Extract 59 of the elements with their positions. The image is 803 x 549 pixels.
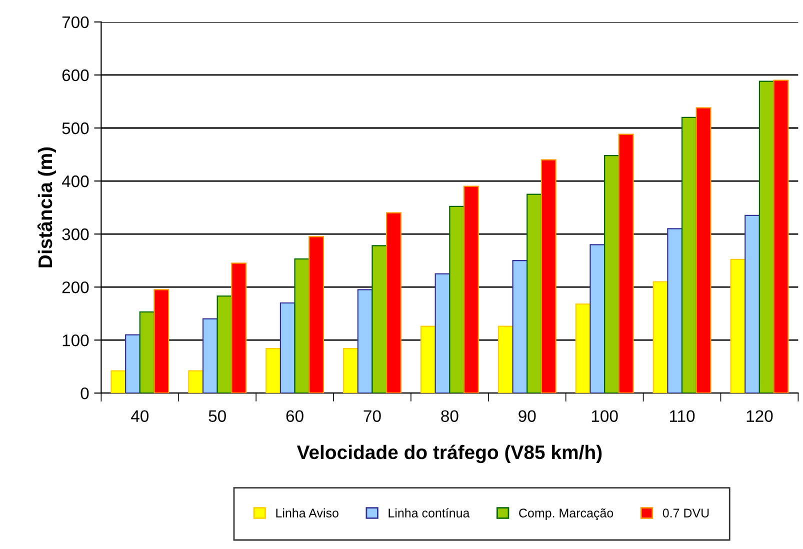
bar bbox=[308, 236, 324, 394]
bar bbox=[667, 228, 683, 394]
x-tick-label: 120 bbox=[746, 410, 773, 422]
x-tick-label: 100 bbox=[592, 410, 618, 422]
bar bbox=[604, 155, 620, 394]
bar bbox=[744, 214, 760, 394]
x-tick-label: 90 bbox=[518, 410, 536, 422]
bar bbox=[294, 258, 310, 394]
y-axis-title: Distância (m) bbox=[37, 147, 56, 268]
bar bbox=[266, 348, 282, 394]
bar bbox=[372, 245, 388, 394]
bar bbox=[343, 348, 358, 394]
bar bbox=[216, 296, 232, 394]
bar bbox=[526, 194, 542, 394]
y-tick-label: 500 bbox=[62, 122, 89, 134]
bar bbox=[231, 262, 247, 394]
bar bbox=[434, 273, 450, 394]
legend-label: Linha Aviso bbox=[276, 508, 338, 518]
y-tick-label: 400 bbox=[62, 175, 89, 188]
bar bbox=[652, 281, 668, 394]
bar bbox=[110, 370, 126, 394]
x-tick-label: 70 bbox=[364, 410, 381, 422]
x-axis-title: Velocidade do tráfego (V85 km/h) bbox=[296, 444, 602, 464]
y-tick-label: 0 bbox=[80, 387, 89, 400]
bar bbox=[449, 206, 465, 394]
y-tick-label: 200 bbox=[62, 281, 89, 294]
bar bbox=[498, 326, 514, 394]
bar bbox=[154, 289, 170, 394]
legend-label: Linha contínua bbox=[388, 508, 470, 518]
bar bbox=[730, 258, 746, 394]
x-tick-label: 60 bbox=[286, 410, 304, 422]
y-tick-label: 600 bbox=[62, 69, 89, 82]
x-tick-label: 80 bbox=[441, 410, 458, 422]
bar bbox=[618, 134, 634, 394]
bar bbox=[386, 212, 402, 394]
bar bbox=[681, 116, 697, 394]
bar bbox=[139, 311, 155, 394]
bar bbox=[357, 289, 373, 394]
bar bbox=[420, 326, 436, 394]
bar bbox=[575, 303, 591, 394]
legend-label: Comp. Marcação bbox=[519, 508, 614, 520]
bar bbox=[696, 107, 712, 394]
bar bbox=[188, 370, 204, 394]
bar bbox=[463, 186, 479, 394]
x-tick-label: 50 bbox=[208, 410, 226, 422]
x-tick-label: 110 bbox=[670, 410, 695, 422]
y-tick-label: 700 bbox=[62, 16, 89, 28]
bar bbox=[773, 80, 789, 394]
bar bbox=[202, 318, 218, 394]
bar bbox=[125, 334, 140, 394]
x-tick-label: 40 bbox=[131, 410, 149, 422]
y-tick-label: 300 bbox=[62, 228, 89, 240]
y-tick-label: 100 bbox=[62, 334, 89, 346]
bar bbox=[590, 244, 606, 394]
legend-label: 0.7 DVU bbox=[662, 508, 709, 518]
bar bbox=[280, 302, 296, 394]
bar bbox=[758, 80, 774, 394]
bar bbox=[540, 159, 556, 394]
bar bbox=[512, 260, 528, 394]
